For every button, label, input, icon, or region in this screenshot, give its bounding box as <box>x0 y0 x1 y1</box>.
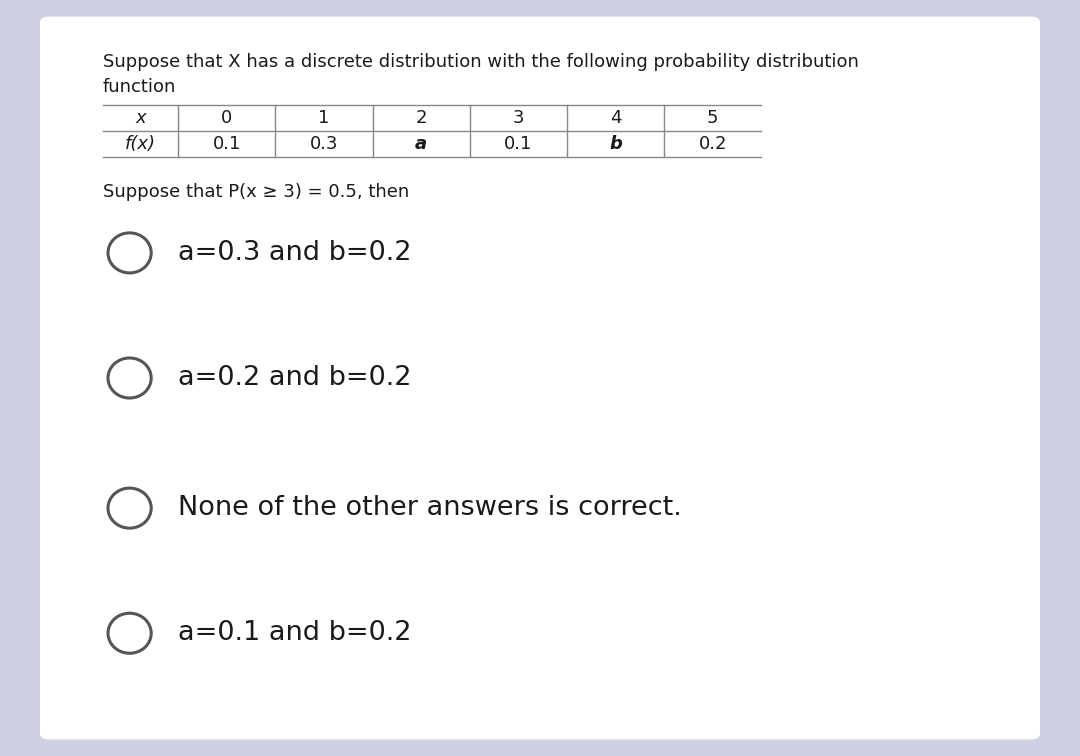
Text: function: function <box>103 78 176 96</box>
Text: 0.3: 0.3 <box>310 135 338 153</box>
Text: 4: 4 <box>610 109 621 127</box>
Text: 0: 0 <box>221 109 232 127</box>
Text: x: x <box>135 109 146 127</box>
Text: b: b <box>609 135 622 153</box>
Text: 2: 2 <box>416 109 427 127</box>
Text: 5: 5 <box>707 109 718 127</box>
Text: None of the other answers is correct.: None of the other answers is correct. <box>178 495 681 521</box>
Text: Suppose that P(x ≥ 3) = 0.5, then: Suppose that P(x ≥ 3) = 0.5, then <box>103 183 409 201</box>
Text: a: a <box>415 135 428 153</box>
Text: a=0.3 and b=0.2: a=0.3 and b=0.2 <box>178 240 411 266</box>
Text: 3: 3 <box>513 109 524 127</box>
Text: 0.1: 0.1 <box>504 135 532 153</box>
Text: f(x): f(x) <box>125 135 156 153</box>
Text: 0.2: 0.2 <box>699 135 727 153</box>
Text: Suppose that X has a discrete distribution with the following probability distri: Suppose that X has a discrete distributi… <box>103 53 859 71</box>
Text: 1: 1 <box>319 109 329 127</box>
Text: a=0.2 and b=0.2: a=0.2 and b=0.2 <box>178 365 411 391</box>
Text: 0.1: 0.1 <box>213 135 241 153</box>
Text: a=0.1 and b=0.2: a=0.1 and b=0.2 <box>178 620 411 646</box>
